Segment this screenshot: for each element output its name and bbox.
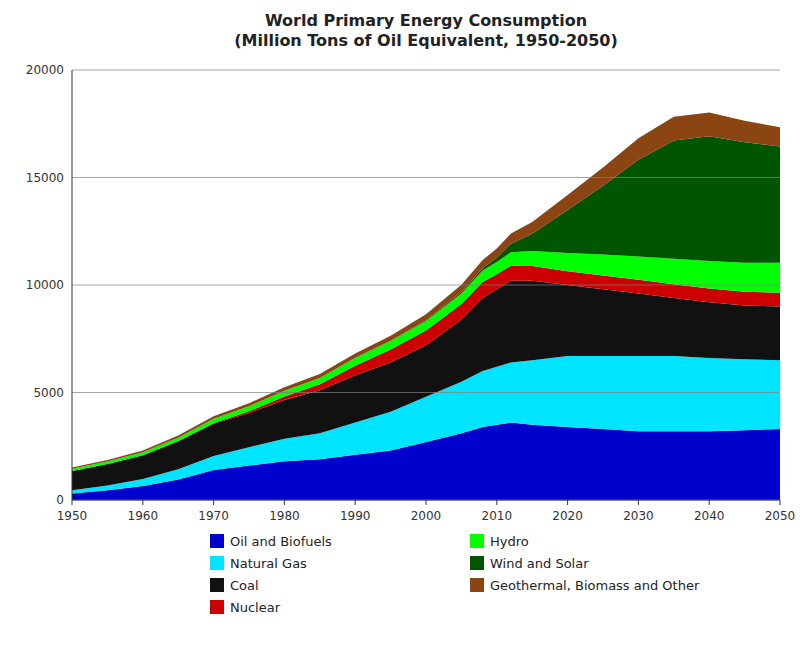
- x-tick: [567, 500, 568, 505]
- area: [72, 136, 780, 469]
- legend-label: Geothermal, Biomass and Other: [490, 578, 700, 593]
- grid-line: [72, 177, 780, 178]
- grid-line: [72, 285, 780, 286]
- title-line: World Primary Energy Consumption: [265, 11, 587, 30]
- x-tick-label: 1990: [340, 509, 371, 523]
- x-tick: [142, 500, 143, 505]
- legend-swatch: [210, 600, 224, 614]
- legend-label: Wind and Solar: [490, 556, 589, 571]
- y-axis-line: [72, 70, 73, 500]
- legend: Oil and Biofuels Natural Gas Coal Nuclear Hy…: [210, 534, 700, 615]
- x-tick-label: 2030: [623, 509, 654, 523]
- x-tick: [496, 500, 497, 505]
- x-tick: [638, 500, 639, 505]
- x-tick: [426, 500, 427, 505]
- legend-label: Hydro: [490, 534, 529, 549]
- x-tick-label: 1950: [57, 509, 88, 523]
- x-tick-label: 1980: [269, 509, 300, 523]
- x-tick-label: 1970: [198, 509, 229, 523]
- x-tick-label: 2000: [411, 509, 442, 523]
- y-tick-label: 15000: [26, 171, 64, 185]
- grid-line: [72, 392, 780, 393]
- legend-label: Nuclear: [230, 600, 281, 615]
- x-tick: [355, 500, 356, 505]
- x-tick: [72, 500, 73, 505]
- x-tick: [284, 500, 285, 505]
- y-tick-label: 20000: [26, 63, 64, 77]
- x-tick: [709, 500, 710, 505]
- title-line: (Million Tons of Oil Equivalent, 1950-20…: [234, 31, 618, 50]
- y-tick-label: 0: [56, 493, 64, 507]
- legend-swatch: [210, 578, 224, 592]
- y-tick-label: 10000: [26, 278, 64, 292]
- legend-swatch: [210, 534, 224, 548]
- y-tick-label: 5000: [33, 386, 64, 400]
- x-tick-label: 2050: [765, 509, 796, 523]
- legend-swatch: [470, 534, 484, 548]
- chart: World Primary Energy Consumption(Million…: [0, 0, 803, 659]
- areas: [72, 113, 780, 500]
- legend-label: Oil and Biofuels: [230, 534, 332, 549]
- x-tick-label: 2040: [694, 509, 725, 523]
- x-tick-label: 2020: [552, 509, 583, 523]
- legend-label: Natural Gas: [230, 556, 307, 571]
- x-tick: [213, 500, 214, 505]
- area: [72, 281, 780, 491]
- area: [72, 113, 780, 469]
- legend-label: Coal: [230, 578, 259, 593]
- x-tick-label: 1960: [128, 509, 159, 523]
- grid-line: [72, 70, 780, 71]
- x-tick: [780, 500, 781, 505]
- title: World Primary Energy Consumption(Million…: [234, 11, 618, 50]
- grid: [72, 70, 780, 500]
- x-tick-label: 2010: [482, 509, 513, 523]
- legend-swatch: [470, 556, 484, 570]
- legend-swatch: [470, 578, 484, 592]
- legend-swatch: [210, 556, 224, 570]
- area: [72, 251, 780, 471]
